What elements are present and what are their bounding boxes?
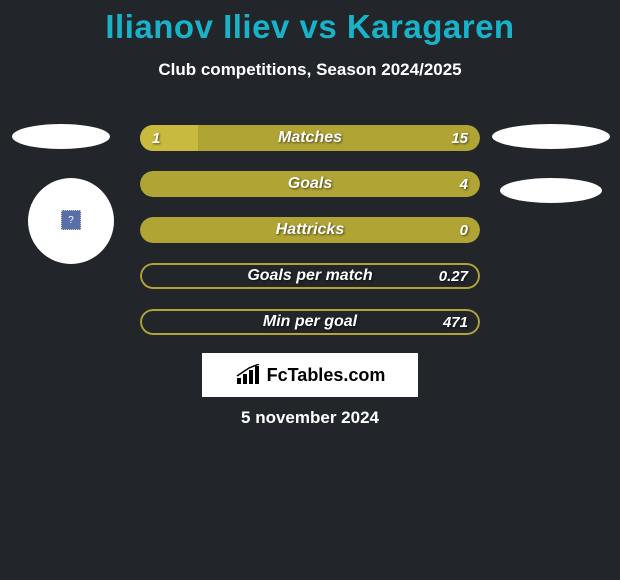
decorative-ellipse (12, 124, 110, 149)
stat-bar: Goals4 (140, 171, 480, 197)
decorative-ellipse (500, 178, 602, 203)
avatar-placeholder-icon: ? (61, 210, 81, 230)
brand-box[interactable]: FcTables.com (202, 353, 418, 397)
page-title: Ilianov Iliev vs Karagaren (0, 0, 620, 46)
subtitle: Club competitions, Season 2024/2025 (0, 60, 620, 80)
stat-value-right: 0.27 (439, 263, 468, 289)
stat-value-left: 1 (152, 125, 160, 151)
player-avatar: ? (60, 209, 82, 231)
stat-value-right: 4 (460, 171, 468, 197)
stat-bar: Goals per match0.27 (140, 263, 480, 289)
brand-chart-icon (235, 364, 263, 386)
stat-bar: Hattricks0 (140, 217, 480, 243)
stat-value-right: 15 (451, 125, 468, 151)
brand-text: FcTables.com (267, 365, 386, 386)
date-label: 5 november 2024 (0, 408, 620, 428)
decorative-ellipse (492, 124, 610, 149)
stat-value-right: 471 (443, 309, 468, 335)
stat-bar: Matches115 (140, 125, 480, 151)
stat-value-right: 0 (460, 217, 468, 243)
stat-bar: Min per goal471 (140, 309, 480, 335)
